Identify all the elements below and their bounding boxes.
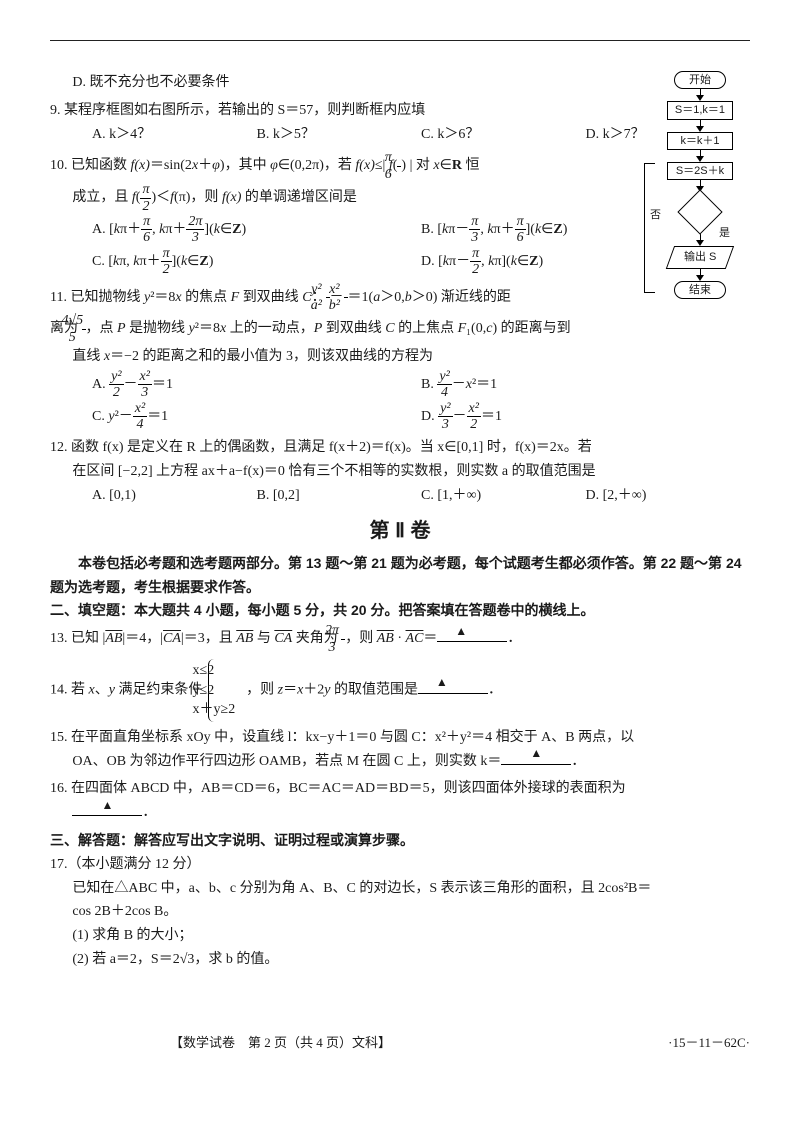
footer-left: 【数学试卷 第 2 页（共 4 页）文科】 <box>170 1032 391 1054</box>
q9-A: A. k＞4？ <box>92 123 257 147</box>
q10-stem2: 成立，且 f(π2)＜f(π)，则 f(x) 的单调递增区间是 <box>50 182 750 214</box>
section-2-title: 第 Ⅱ 卷 <box>50 514 750 548</box>
q12-B: B. [0,2] <box>257 484 422 508</box>
q12: 12. 函数 f(x) 是定义在 R 上的偶函数，且满足 f(x＋2)＝f(x)… <box>50 436 750 507</box>
q15-stem2: OA、OB 为邻边作平行四边形 OAMB，若点 M 在圆 C 上，则实数 k＝． <box>50 750 750 774</box>
q9-B: B. k＞5？ <box>257 123 422 147</box>
q17: 17.（本小题满分 12 分） 已知在△ABC 中，a、b、c 分别为角 A、B… <box>50 853 750 972</box>
q16-blank <box>72 801 142 816</box>
q13-blank <box>437 627 507 642</box>
q15: 15. 在平面直角坐标系 xOy 中，设直线 l：kx−y＋1＝0 与圆 C：x… <box>50 726 750 774</box>
q15-stem1: 15. 在平面直角坐标系 xOy 中，设直线 l：kx−y＋1＝0 与圆 C：x… <box>50 726 750 750</box>
q8-optD-text: D. 既不充分也不必要条件 <box>50 71 750 95</box>
q15-blank <box>501 750 571 765</box>
page-top-rule <box>50 40 750 41</box>
q16-stem: 16. 在四面体 ABCD 中，AB＝CD＝6，BC＝AC＝AD＝BD＝5，则该… <box>50 777 750 801</box>
q10-A: A. [kπ＋π6, kπ＋2π3](k∈Z) <box>92 214 421 246</box>
q12-options: A. [0,1) B. [0,2] C. [1,＋∞) D. [2,＋∞) <box>50 484 750 508</box>
q9: 9. 某程序框图如右图所示，若输出的 S＝57，则判断框内应填 A. k＞4？ … <box>50 99 750 147</box>
page-footer: 【数学试卷 第 2 页（共 4 页）文科】 ·15－11－62C· <box>50 1032 750 1054</box>
q12-stem1: 12. 函数 f(x) 是定义在 R 上的偶函数，且满足 f(x＋2)＝f(x)… <box>50 436 750 460</box>
q14-blank <box>418 679 488 694</box>
q12-D: D. [2,＋∞) <box>586 484 751 508</box>
fill-heading: 二、填空题：本大题共 4 小题，每小题 5 分，共 20 分。把答案填在答题卷中… <box>50 599 750 623</box>
q10-D: D. [kπ－π2, kπ](k∈Z) <box>421 246 750 278</box>
q13: 13. 已知 |AB|＝4，|CA|＝3，且 AB 与 CA 夹角为 2π3，则… <box>50 623 750 655</box>
q11-options: A. y²2－x²3＝1 B. y²4－x²＝1 C. y²－x²4＝1 D. … <box>50 369 750 433</box>
q11-A: A. y²2－x²3＝1 <box>92 369 421 401</box>
q13-stem: 13. 已知 |AB|＝4，|CA|＝3，且 AB 与 CA 夹角为 2π3，则… <box>50 623 750 655</box>
q10-B: B. [kπ－π3, kπ＋π6](k∈Z) <box>421 214 750 246</box>
q14: 14. 若 x、y 满足约束条件 x≤2 y≤2 x＋y≥2 ，则 z＝x＋2y… <box>50 659 750 722</box>
q16: 16. 在四面体 ABCD 中，AB＝CD＝6，BC＝AC＝AD＝BD＝5，则该… <box>50 777 750 825</box>
q10: 10. 已知函数 f(x)＝sin(2x＋φ)，其中 φ∈(0,2π)，若 f(… <box>50 150 750 277</box>
q17-body1: 已知在△ABC 中，a、b、c 分别为角 A、B、C 的对边长，S 表示该三角形… <box>50 877 750 901</box>
q8-option-d: D. 既不充分也不必要条件 <box>50 71 750 95</box>
q10-stem1: 10. 已知函数 f(x)＝sin(2x＋φ)，其中 φ∈(0,2π)，若 f(… <box>50 150 750 182</box>
q17-body2: cos 2B＋2cos B。 <box>50 900 750 924</box>
content-area: 开始 S＝1,k＝1 k＝k＋1 S＝2S＋k 否 是 输出 S 结束 D. 既… <box>50 71 750 972</box>
q12-stem2: 在区间 [−2,2] 上方程 ax＋a−f(x)＝0 恰有三个不相等的实数根，则… <box>50 460 750 484</box>
q17-p2: (2) 若 a＝2，S＝2√3，求 b 的值。 <box>50 948 750 972</box>
q11-B: B. y²4－x²＝1 <box>421 369 750 401</box>
q14-constraints: x≤2 y≤2 x＋y≥2 <box>208 659 241 722</box>
q9-stem: 9. 某程序框图如右图所示，若输出的 S＝57，则判断框内应填 <box>50 99 750 123</box>
q14-stem: 14. 若 x、y 满足约束条件 x≤2 y≤2 x＋y≥2 ，则 z＝x＋2y… <box>50 659 750 722</box>
q9-C: C. k＞6？ <box>421 123 586 147</box>
q12-A: A. [0,1) <box>92 484 257 508</box>
q11-C: C. y²－x²4＝1 <box>92 401 421 433</box>
solve-heading: 三、解答题：解答应写出文字说明、证明过程或演算步骤。 <box>50 829 750 853</box>
q9-D: D. k＞7？ <box>586 123 751 147</box>
q17-p1: (1) 求角 B 的大小； <box>50 924 750 948</box>
q11-stem1: 11. 已知抛物线 y²＝8x 的焦点 F 到双曲线 C：y²a²－x²b²＝1… <box>50 282 750 314</box>
q17-head: 17.（本小题满分 12 分） <box>50 853 750 877</box>
q11-D: D. y²3－x²2＝1 <box>421 401 750 433</box>
footer-right: ·15－11－62C· <box>668 1032 750 1054</box>
q10-options: A. [kπ＋π6, kπ＋2π3](k∈Z) B. [kπ－π3, kπ＋π6… <box>50 214 750 278</box>
q11-stem3: 直线 x＝−2 的距离之和的最小值为 3，则该双曲线的方程为 <box>50 345 750 369</box>
q9-options: A. k＞4？ B. k＞5？ C. k＞6？ D. k＞7？ <box>50 123 750 147</box>
q12-C: C. [1,＋∞) <box>421 484 586 508</box>
q10-C: C. [kπ, kπ＋π2](k∈Z) <box>92 246 421 278</box>
section-2-intro: 本卷包括必考题和选考题两部分。第 13 题～第 21 题为必考题，每个试题考生都… <box>50 552 750 600</box>
q11: 11. 已知抛物线 y²＝8x 的焦点 F 到双曲线 C：y²a²－x²b²＝1… <box>50 282 750 433</box>
q11-stem2: 离为 4√55，点 P 是抛物线 y²＝8x 上的一动点，P 到双曲线 C 的上… <box>50 313 750 345</box>
